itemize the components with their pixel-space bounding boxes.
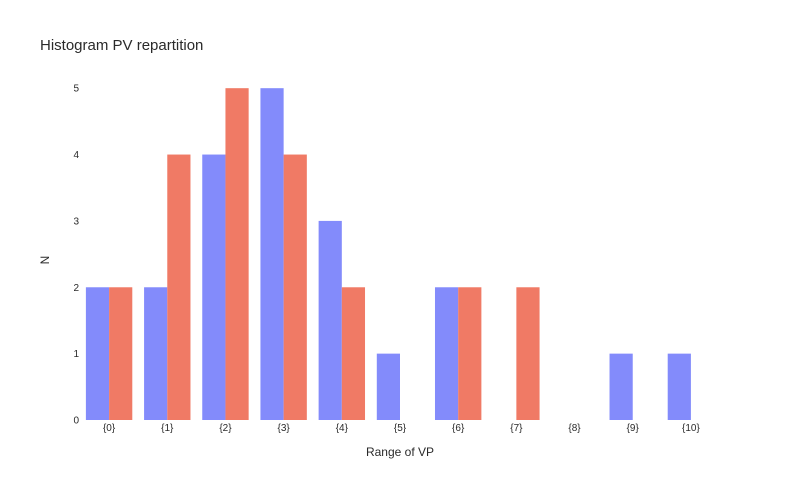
x-tick-label: {1} [161, 423, 174, 434]
x-tick-label: {4} [336, 423, 349, 434]
x-axis-ticks: {0} {1} {2} {3} {4} {5} {6} {7} {8} {9} {10} [103, 423, 700, 434]
bar-series1-4 [318, 220, 342, 420]
bar-series2-7 [516, 287, 540, 420]
bar-series1-3 [260, 88, 284, 420]
y-tick-label: 1 [73, 349, 79, 360]
chart-title: Histogram PV repartition [40, 37, 203, 54]
bar-series2-4 [341, 287, 366, 420]
bar-series1-0 [85, 287, 110, 420]
bar-series1-6 [434, 287, 459, 420]
x-tick-label: {7} [510, 423, 523, 434]
bar-series1-2 [202, 154, 226, 420]
y-tick-label: 2 [73, 283, 79, 294]
bar-series2-1 [167, 154, 191, 420]
y-axis-ticks: 0 1 2 3 4 5 [73, 84, 79, 427]
x-tick-label: {2} [219, 423, 232, 434]
x-tick-label: {8} [568, 423, 581, 434]
y-tick-label: 5 [73, 84, 79, 95]
y-tick-label: 3 [73, 216, 79, 227]
y-tick-label: 4 [73, 150, 79, 161]
bar-series1-1 [144, 287, 168, 420]
bar-series2-0 [109, 287, 133, 420]
bar-series2-3 [283, 154, 307, 420]
y-tick-label: 0 [73, 416, 79, 427]
bar-series1-9 [609, 353, 633, 420]
bar-series1-5 [376, 353, 400, 420]
bar-series2-6 [458, 287, 482, 420]
x-tick-label: {3} [278, 423, 291, 434]
bars-group [85, 88, 691, 420]
x-tick-label: {5} [394, 423, 407, 434]
y-axis-title: N [38, 256, 52, 265]
x-tick-label: {6} [452, 423, 465, 434]
x-tick-label: {10} [682, 423, 700, 434]
bar-series1-10 [667, 353, 691, 420]
x-tick-label: {0} [103, 423, 116, 434]
bar-series2-2 [225, 88, 249, 420]
x-axis-title: Range of VP [366, 445, 434, 459]
x-tick-label: {9} [627, 423, 640, 434]
